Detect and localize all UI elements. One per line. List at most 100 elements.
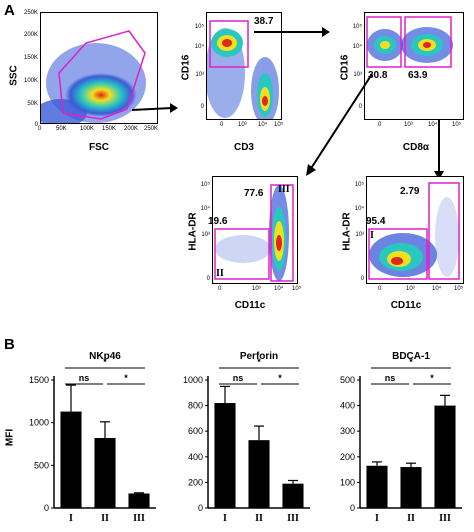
chart-title: Perforin: [240, 351, 278, 362]
bar-chart-2: Perforin 1000 800 600 400 200 0 I II III * ns *: [168, 350, 318, 527]
y-tick-label: 1500: [29, 375, 49, 385]
y-tick-label: 200: [340, 452, 355, 462]
chart-title: BDCA-1: [392, 351, 430, 362]
plot4-gate-label-ii: II: [216, 268, 224, 279]
xtick: 10³: [238, 122, 247, 128]
plot5-pct-upper: 2.79: [400, 186, 420, 197]
plot5-xlabel: CD11c: [390, 300, 422, 311]
bar: [400, 467, 422, 508]
x-tick-label: III: [133, 513, 145, 524]
y-tick-label: 500: [340, 375, 355, 385]
bar: [248, 440, 270, 508]
ytick: 10⁴: [200, 206, 210, 212]
plot4-gate-label-iii: III: [278, 184, 290, 195]
ytick: 0: [360, 276, 364, 282]
plot5-gate-label-i: I: [370, 230, 374, 241]
x-tick-label: I: [69, 513, 73, 524]
plot4-pct-right: 77.6: [244, 188, 264, 199]
y-tick-label: 0: [350, 503, 355, 513]
bar: [434, 405, 456, 508]
plot3-yticks: 10⁵ 10⁴ 10³ 0: [348, 10, 362, 128]
plot3-pct-left: 30.8: [368, 70, 388, 81]
plot2-yticks: 10⁵ 10⁴ 10³ 0: [190, 10, 204, 128]
panel-a-letter: A: [4, 2, 15, 19]
plot4-gate-iii: [270, 184, 294, 282]
ytick: 10³: [195, 72, 204, 78]
plot5-gate-i: [368, 228, 428, 280]
xtick: 100K: [80, 126, 95, 132]
plot2-density: [207, 20, 279, 119]
significance-label: *: [409, 357, 413, 367]
plot1-flow: [40, 12, 158, 124]
bar: [128, 493, 150, 508]
plot3-gate-left: [366, 16, 402, 68]
significance-label: *: [257, 357, 261, 367]
xtick: 0: [38, 126, 42, 132]
xtick: 10⁵: [292, 286, 302, 292]
plot1-density: [41, 30, 146, 123]
bar-chart-1: NKp46 1500 1000 500 0 I II III * ns *: [14, 350, 166, 527]
significance-label: ns: [233, 373, 244, 383]
plot2-flow: [206, 12, 282, 120]
xtick: 10⁴: [428, 122, 438, 128]
bar: [60, 411, 82, 508]
x-tick-label: II: [407, 513, 415, 524]
xtick: 200K: [124, 126, 139, 132]
plot2-gate: [209, 20, 249, 68]
ytick: 0: [34, 122, 38, 128]
arrow-plot1-to-plot2: [131, 103, 178, 113]
plot4-gate-ii: [214, 228, 270, 280]
plot5-density: [368, 182, 460, 280]
plot1-gate: [58, 30, 146, 120]
y-tick-label: 0: [44, 503, 49, 513]
y-tick-label: 1000: [183, 375, 203, 385]
bar: [94, 438, 116, 508]
xtick: 0: [218, 286, 222, 292]
ytick: 100K: [23, 78, 38, 84]
ytick: 10⁴: [194, 44, 204, 50]
x-tick-label: II: [255, 513, 263, 524]
ytick: 10³: [201, 232, 210, 238]
plot5-yticks: 10⁵ 10⁴ 10³ 0: [350, 176, 364, 286]
ytick: 10⁴: [352, 44, 362, 50]
chart-title: NKp46: [89, 351, 121, 362]
plot3-flow: [364, 12, 464, 120]
ytick: 10⁵: [352, 24, 362, 30]
ytick: 10⁵: [354, 182, 364, 188]
xtick: 0: [378, 122, 382, 128]
bar: [366, 465, 388, 508]
xtick: 10³: [406, 286, 415, 292]
xtick: 10³: [252, 286, 261, 292]
ytick: 10⁵: [200, 182, 210, 188]
plot4-density: [214, 184, 294, 282]
ytick: 0: [200, 104, 204, 110]
plot3-gate-right: [404, 16, 452, 68]
bar-chart-3: BDCA-1 500 400 300 200 100 0 I II III * ns *: [320, 350, 472, 527]
y-tick-label: 800: [188, 401, 203, 411]
bar: [282, 483, 304, 508]
x-tick-label: II: [101, 513, 109, 524]
ytick: 10³: [355, 232, 364, 238]
significance-label: *: [278, 373, 282, 383]
ytick: 150K: [23, 55, 38, 61]
y-tick-label: 600: [188, 426, 203, 436]
xtick: 0: [220, 122, 224, 128]
plot4-yticks: 10⁵ 10⁴ 10³ 0: [196, 176, 210, 286]
significance-label: *: [430, 373, 434, 383]
bar: [214, 403, 236, 508]
y-tick-label: 100: [340, 477, 355, 487]
plot3-pct-right: 63.9: [408, 70, 428, 81]
plot2-pct: 38.7: [254, 16, 274, 27]
plot3-density: [366, 16, 453, 68]
y-tick-label: 300: [340, 426, 355, 436]
ytick: 50K: [27, 101, 38, 107]
plot4-flow: [212, 176, 298, 284]
ytick: 10³: [353, 72, 362, 78]
arrow-plot2-to-plot3: [254, 27, 330, 37]
significance-label: *: [124, 373, 128, 383]
xtick: 250K: [144, 126, 159, 132]
plot4-pct-left: 19.6: [208, 216, 228, 227]
x-tick-label: I: [375, 513, 379, 524]
plot5-gate-upper: [428, 182, 460, 280]
panel-b-letter: B: [4, 336, 15, 353]
